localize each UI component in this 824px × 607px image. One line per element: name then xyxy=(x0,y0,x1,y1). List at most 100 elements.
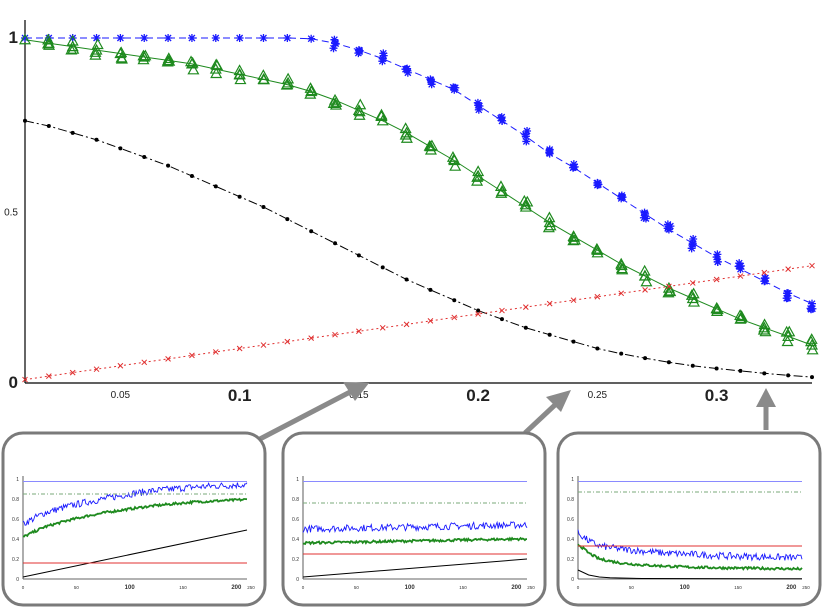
data-point xyxy=(616,263,629,275)
inset-series-line xyxy=(577,569,803,580)
x-tick-label: 0.1 xyxy=(228,386,252,405)
y-tick-label: 1 xyxy=(9,28,18,47)
data-point xyxy=(237,194,242,199)
data-point xyxy=(137,49,150,61)
x-tick-label: 0.25 xyxy=(588,390,608,401)
data-point xyxy=(593,181,602,190)
inset-x-tick-label: 100 xyxy=(405,585,416,591)
data-point xyxy=(496,185,509,196)
data-point xyxy=(91,38,104,50)
data-point xyxy=(212,349,219,355)
data-point xyxy=(161,55,174,67)
data-point xyxy=(427,318,434,324)
data-point xyxy=(689,235,698,244)
data-point xyxy=(712,253,721,262)
data-point xyxy=(307,34,316,43)
data-point xyxy=(280,78,293,90)
data-point xyxy=(640,275,653,287)
inset-x-tick-label: 0 xyxy=(22,585,25,590)
data-point xyxy=(569,160,578,169)
data-point xyxy=(140,34,149,42)
inset-series-line xyxy=(577,529,803,562)
data-point xyxy=(187,34,196,42)
data-point xyxy=(474,105,483,114)
inset-frame xyxy=(281,431,547,607)
inset-x-tick-label: 150 xyxy=(734,585,742,590)
data-point xyxy=(356,328,362,335)
data-point xyxy=(476,308,481,313)
inset-y-tick-label: 0 xyxy=(296,577,299,583)
data-point xyxy=(165,355,171,362)
data-point xyxy=(499,307,505,314)
data-point xyxy=(166,163,171,168)
data-point xyxy=(115,46,128,58)
data-point xyxy=(714,366,719,371)
inset-y-tick-label: 0.2 xyxy=(292,557,299,563)
data-point xyxy=(643,356,648,361)
data-point xyxy=(118,146,123,151)
inset-y-tick-label: 0.8 xyxy=(12,497,19,503)
inset-x-tick-label: 200 xyxy=(786,585,797,591)
data-point xyxy=(497,113,506,122)
data-point xyxy=(189,174,194,178)
inset-x-tick-label: 250 xyxy=(527,585,535,590)
data-point xyxy=(523,325,528,330)
data-point xyxy=(330,35,339,44)
inset-x-tick-label: 150 xyxy=(459,585,467,590)
data-point xyxy=(805,338,819,350)
data-point xyxy=(472,165,485,177)
main-series-2 xyxy=(23,118,814,380)
inset-y-tick-label: 0 xyxy=(571,577,574,583)
data-point xyxy=(737,273,744,279)
data-point xyxy=(544,219,557,231)
data-point xyxy=(711,303,724,315)
inset-series-line xyxy=(577,543,803,571)
inset-x-tick-label: 250 xyxy=(802,585,810,590)
data-point xyxy=(685,289,698,300)
series-line xyxy=(24,39,813,346)
data-point xyxy=(115,52,128,64)
data-point xyxy=(70,130,75,135)
data-point xyxy=(45,373,52,379)
inset-y-tick-label: 0.4 xyxy=(567,537,574,543)
data-point xyxy=(571,339,576,344)
y-tick-label: 0.5 xyxy=(4,208,18,219)
data-point xyxy=(690,363,695,368)
inset-x-tick-label: 50 xyxy=(629,585,635,590)
data-point xyxy=(546,300,553,307)
data-point xyxy=(403,321,410,328)
inset-x-tick-label: 50 xyxy=(74,585,80,590)
data-point xyxy=(810,375,814,380)
data-point xyxy=(522,304,529,310)
data-point xyxy=(116,34,125,42)
arrowhead-015 xyxy=(343,382,369,401)
data-point xyxy=(689,280,696,286)
data-point xyxy=(761,274,770,283)
data-point xyxy=(427,80,436,89)
data-point xyxy=(69,369,76,376)
data-point xyxy=(356,253,361,258)
data-point xyxy=(259,34,268,42)
y-tick-label: 0 xyxy=(9,373,18,392)
inset-y-tick-label: 0.6 xyxy=(12,517,19,523)
data-point xyxy=(333,241,338,246)
data-point xyxy=(523,126,532,135)
data-point xyxy=(426,76,435,85)
data-point xyxy=(285,217,290,222)
data-point xyxy=(521,130,530,139)
data-point xyxy=(309,229,314,234)
data-point xyxy=(329,44,338,53)
data-point xyxy=(23,118,27,123)
data-point xyxy=(380,265,385,270)
data-point xyxy=(809,262,815,269)
data-point xyxy=(94,137,99,142)
data-point xyxy=(734,312,748,323)
data-point xyxy=(41,37,54,49)
data-point xyxy=(329,98,343,110)
inset-x-tick-label: 0 xyxy=(577,585,580,590)
data-point xyxy=(305,84,318,96)
data-point xyxy=(233,64,246,76)
data-point xyxy=(211,34,220,42)
inset-series-line xyxy=(22,497,248,538)
